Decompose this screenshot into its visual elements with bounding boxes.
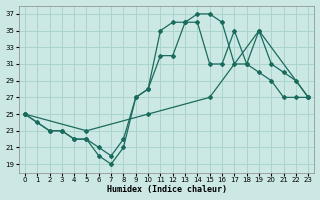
X-axis label: Humidex (Indice chaleur): Humidex (Indice chaleur) xyxy=(107,185,227,194)
